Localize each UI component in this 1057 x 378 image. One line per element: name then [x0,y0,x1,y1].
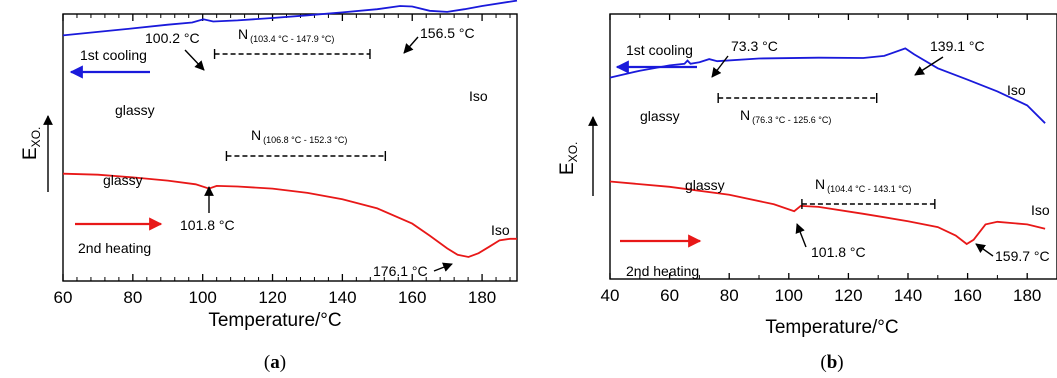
x-tick-label: 140 [894,286,922,305]
y-axis-title-a: EXO. [20,127,43,160]
heat-peak2-label-a: 176.1 °C [373,263,428,279]
cooling-label-b: 1st cooling [626,42,693,58]
glassy-label-bottom-b: glassy [685,177,725,193]
n-label-cooling-b: N (76.3 °C - 125.6 °C) [740,107,831,125]
x-tick-labels-a: 60 80 100 120 140 160 180 [54,288,497,307]
n-range-cooling-a [213,49,371,59]
x-tick-label: 80 [720,286,739,305]
heating-curve-b [609,180,1046,246]
panel-label-a: (a) [264,352,286,373]
cool-peak2-arrow-a [403,36,419,54]
heat-peak2-label-b: 159.7 °C [995,248,1050,264]
iso-label-bottom-a: Iso [491,222,510,238]
n-range-heating-a [225,151,387,161]
iso-label-bottom-b: Iso [1031,202,1050,218]
cooling-label-a: 1st cooling [80,47,147,63]
y-axis-title-b: EXO. [557,142,580,175]
cool-peak1-label-b: 73.3 °C [731,38,778,54]
n-range-heating-b [801,199,936,209]
n-label-heating-b: N (104.4 °C - 143.1 °C) [815,176,911,194]
svg-text:EXO.: EXO. [557,142,580,175]
x-tick-label: 60 [660,286,679,305]
x-tick-label: 100 [775,286,803,305]
glassy-label-top-a: glassy [115,102,155,118]
iso-label-top-b: Iso [1007,82,1026,98]
cooling-curve-a [62,0,518,37]
heat-peak1-label-a: 101.8 °C [180,217,235,233]
x-tick-label: 40 [601,286,620,305]
svg-text:EXO.: EXO. [20,127,43,160]
x-tick-label: 180 [1013,286,1041,305]
x-tick-label: 160 [398,288,426,307]
x-tick-label: 180 [468,288,496,307]
x-tick-label: 140 [328,288,356,307]
x-tick-label: 160 [953,286,981,305]
heat-peak2-arrow-b [975,243,994,257]
x-axis-title-b: Temperature/°C [765,317,898,338]
heat-peak1-label-b: 101.8 °C [811,244,866,260]
x-tick-label: 80 [123,288,142,307]
cool-peak2-arrow-b [914,56,944,76]
cool-peak1-label-a: 100.2 °C [145,30,200,46]
x-axis-title-a: Temperature/°C [208,310,341,331]
heating-label-b: 2nd heating [626,263,699,279]
heating-label-a: 2nd heating [78,240,151,256]
iso-label-top-a: Iso [469,88,488,104]
n-range-cooling-b [717,93,878,103]
x-tick-label: 120 [834,286,862,305]
glassy-label-top-b: glassy [640,108,680,124]
glassy-label-bottom-a: glassy [103,172,143,188]
n-label-heating-a: N (106.8 °C - 152.3 °C) [251,127,347,145]
x-tick-labels-b: 40 60 80 100 120 140 160 180 [601,286,1042,305]
heating-curve-a [62,172,517,258]
x-axis-ticks-b [609,14,1057,279]
x-tick-label: 100 [189,288,217,307]
cool-peak1-arrow-b [711,55,729,78]
cool-peak1-arrow-a [184,49,205,71]
n-label-cooling-a: N (103.4 °C - 147.9 °C) [238,26,334,44]
panel-b: 40 60 80 100 120 140 160 180 N (76.3 °C - 125.6 … [557,13,1057,373]
heat-peak1-arrow-b [795,223,807,248]
cooling-curve-b [609,47,1046,124]
panel-a: 60 80 100 120 140 160 180 N (103.4 °C - 147.9 °… [20,0,518,373]
x-tick-label: 120 [258,288,286,307]
x-tick-label: 60 [54,288,73,307]
cool-peak2-label-b: 139.1 °C [930,38,985,54]
heat-peak2-arrow-a [433,262,453,272]
plot-frame-b [609,13,1057,280]
panel-label-b: (b) [820,352,843,373]
plot-frame-a [62,13,518,282]
cool-peak2-label-a: 156.5 °C [420,25,475,41]
